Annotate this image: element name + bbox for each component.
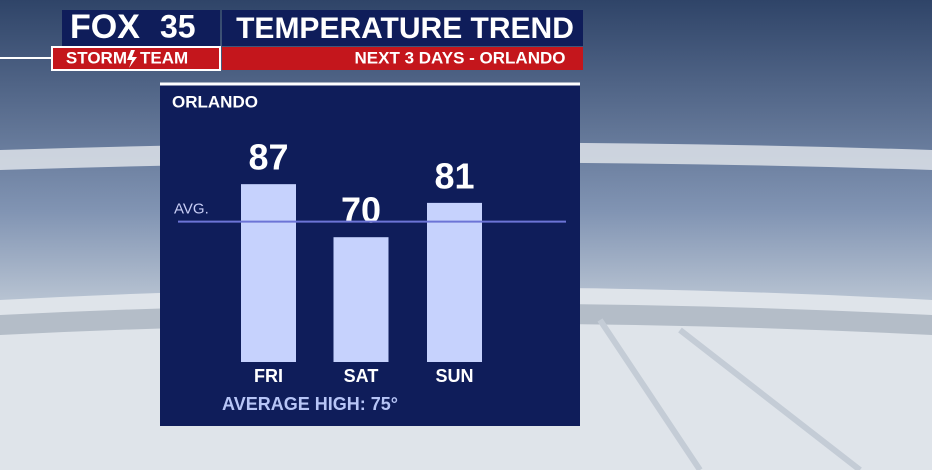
x-tick-label: SAT <box>344 366 379 386</box>
team-box <box>51 46 221 71</box>
chart-subtitle: NEXT 3 DAYS - ORLANDO <box>355 48 566 67</box>
structure <box>597 318 862 470</box>
x-tick-label: SUN <box>435 366 473 386</box>
bar <box>427 202 482 362</box>
logo-network: FOX <box>70 8 140 46</box>
logo-box <box>62 10 220 46</box>
title-bar <box>222 10 583 46</box>
bar <box>241 184 296 362</box>
chart-label: ORLANDO <box>172 92 258 111</box>
bolt-icon <box>127 50 137 68</box>
logo-team: TEAM <box>140 48 188 67</box>
plot: 87 FRI 70 SAT 81 SUN AVG. <box>174 137 566 386</box>
value-label: 70 <box>341 190 381 231</box>
chart-title: TEMPERATURE TREND <box>236 12 574 45</box>
bar <box>333 237 389 362</box>
average-label: AVG. <box>174 201 209 218</box>
subtitle-bar <box>222 47 583 70</box>
footer: AVERAGE HIGH: 75° <box>222 394 398 414</box>
value-label: 87 <box>248 137 288 178</box>
logo-team: STORM <box>66 48 127 67</box>
value-label: 81 <box>434 155 474 196</box>
logo-channel: 35 <box>160 8 196 44</box>
x-tick-label: FRI <box>254 366 283 386</box>
